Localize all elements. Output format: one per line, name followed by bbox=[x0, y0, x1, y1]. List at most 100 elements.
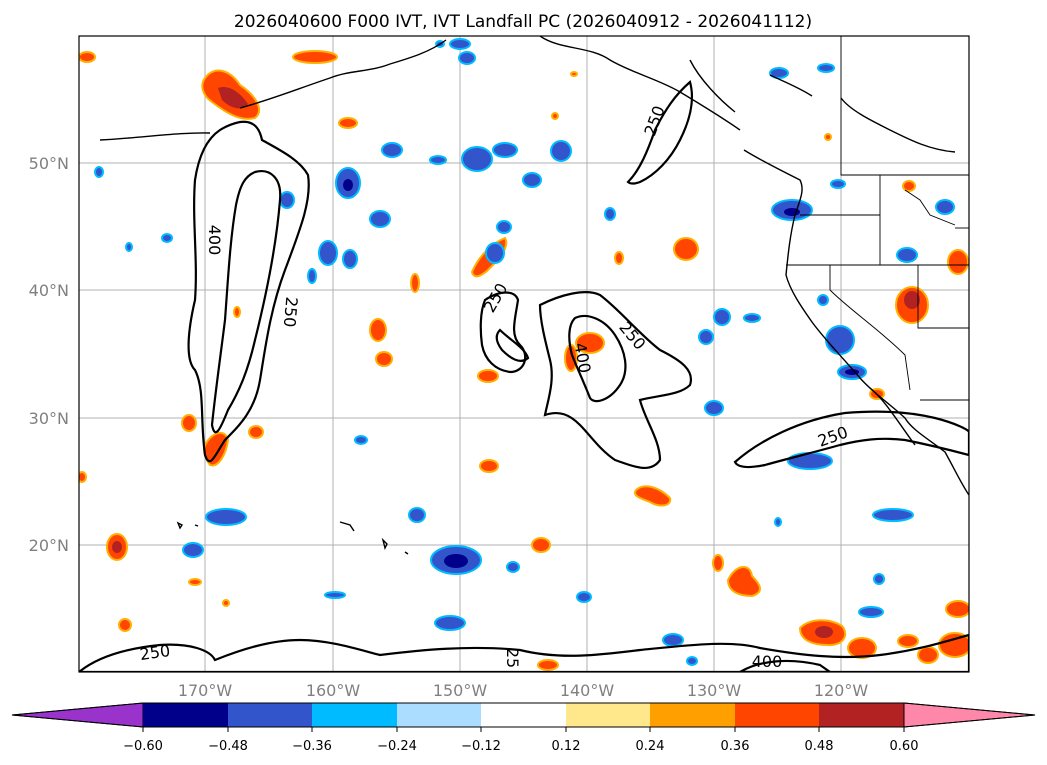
colorbar-label: −0.36 bbox=[292, 739, 332, 754]
shade-blob bbox=[410, 273, 420, 293]
figure-title: 2026040600 F000 IVT, IVT Landfall PC (20… bbox=[234, 12, 812, 32]
shade-blob bbox=[118, 618, 132, 632]
lon-label: 150°W bbox=[433, 681, 488, 700]
shade-blob bbox=[825, 325, 855, 355]
contour-label: 250 bbox=[280, 296, 302, 328]
shade-blob bbox=[774, 517, 782, 527]
lon-label: 120°W bbox=[814, 681, 869, 700]
shade-blob bbox=[634, 485, 672, 507]
shade-blob bbox=[324, 591, 346, 599]
shade-blob bbox=[575, 332, 605, 354]
shade-blob bbox=[576, 591, 592, 603]
shade-blob bbox=[537, 659, 559, 671]
colorbar-swatch bbox=[650, 703, 735, 727]
shade-blob bbox=[375, 351, 393, 367]
shade-blob bbox=[662, 633, 684, 647]
shade-blob bbox=[531, 537, 551, 553]
colorbar-label: 0.12 bbox=[552, 739, 581, 754]
shade-blob bbox=[188, 578, 202, 586]
colorbar-swatch bbox=[819, 703, 904, 727]
shade-blob bbox=[897, 634, 919, 648]
shade-blob bbox=[218, 86, 248, 109]
colorbar: −0.60 −0.48 −0.36 −0.24 −0.12 0.12 0.24 … bbox=[11, 702, 1036, 754]
contour-400-south bbox=[737, 659, 832, 672]
contour-label: 250 bbox=[138, 641, 171, 664]
shade-blob bbox=[182, 542, 204, 558]
colorbar-swatch bbox=[397, 703, 481, 727]
ivt-contours bbox=[79, 80, 969, 672]
contour-250-alaska bbox=[626, 80, 694, 185]
shade-blob bbox=[847, 637, 877, 659]
shade-blob bbox=[79, 51, 96, 63]
shade-blob bbox=[769, 67, 789, 79]
colorbar-label: 0.24 bbox=[636, 739, 665, 754]
contour-250-central bbox=[538, 291, 693, 470]
shade-blob bbox=[824, 133, 832, 141]
latitude-labels: 50°N 40°N 30°N 20°N bbox=[29, 154, 69, 555]
shade-blob bbox=[307, 268, 317, 284]
shade-blob bbox=[614, 251, 624, 265]
longitude-labels: 170°W 160°W 150°W 140°W 130°W 120°W bbox=[178, 681, 869, 700]
shade-blob bbox=[817, 63, 835, 73]
shade-blob bbox=[902, 180, 916, 192]
contour-label: 400 bbox=[752, 652, 783, 671]
colorbar-swatch bbox=[143, 703, 228, 727]
shade-blob bbox=[713, 308, 731, 326]
colorbar-swatch bbox=[566, 703, 650, 727]
shade-blob bbox=[94, 166, 104, 178]
shade-blob bbox=[917, 646, 939, 664]
shade-blob bbox=[79, 471, 87, 483]
shade-blob bbox=[698, 329, 714, 345]
colorbar-swatch bbox=[481, 703, 566, 727]
lat-label: 30°N bbox=[29, 409, 69, 428]
coastlines bbox=[99, 36, 969, 555]
contour-250-south bbox=[79, 633, 969, 672]
shade-blob bbox=[112, 541, 122, 553]
shade-blob bbox=[872, 508, 914, 522]
shade-blob bbox=[444, 554, 468, 568]
colorbar-label: −0.48 bbox=[208, 739, 248, 754]
shade-blob bbox=[434, 615, 466, 631]
colorbar-label: 0.60 bbox=[890, 739, 919, 754]
shade-blob bbox=[342, 249, 358, 269]
colorbar-swatch bbox=[312, 703, 397, 727]
shade-blob bbox=[161, 233, 173, 243]
shade-blob bbox=[604, 207, 616, 221]
shade-blob bbox=[485, 242, 505, 264]
shade-blob bbox=[815, 626, 833, 638]
shade-blob bbox=[787, 452, 833, 470]
shade-blob bbox=[896, 247, 918, 263]
colorbar-swatch bbox=[735, 703, 819, 727]
shade-blob bbox=[461, 146, 493, 172]
shade-blob bbox=[817, 294, 829, 306]
colorbar-label: −0.24 bbox=[377, 739, 417, 754]
contour-250-subtropical bbox=[733, 410, 969, 469]
shade-blob bbox=[181, 414, 197, 432]
colorbar-swatch bbox=[228, 703, 312, 727]
colorbar-label: −0.60 bbox=[123, 739, 163, 754]
shade-blob bbox=[233, 306, 241, 318]
contour-label: 400 bbox=[205, 225, 224, 256]
shade-blob bbox=[477, 369, 499, 383]
shade-blob bbox=[492, 142, 518, 158]
shade-blob bbox=[125, 242, 133, 252]
shade-blob bbox=[947, 249, 969, 275]
shade-blob bbox=[904, 291, 920, 309]
shade-blob bbox=[369, 318, 387, 342]
contour-400-west bbox=[210, 170, 282, 434]
colorbar-extend-left bbox=[11, 702, 144, 728]
colorbar-ticks bbox=[142, 727, 905, 732]
shade-blob bbox=[704, 400, 724, 416]
shade-blob bbox=[551, 112, 559, 120]
contour-400-central bbox=[568, 314, 627, 403]
shade-blob bbox=[935, 199, 955, 215]
shade-blob bbox=[938, 632, 969, 658]
shade-blob bbox=[222, 599, 230, 607]
colorbar-label: 0.48 bbox=[805, 739, 834, 754]
map-panel: 400 250 250 400 250 250 250 250 25 400 bbox=[78, 35, 970, 673]
shade-blob bbox=[318, 240, 338, 266]
shade-blob bbox=[354, 435, 368, 445]
shade-blob bbox=[945, 600, 969, 618]
shade-blob bbox=[873, 573, 885, 585]
shade-blob bbox=[279, 191, 295, 209]
